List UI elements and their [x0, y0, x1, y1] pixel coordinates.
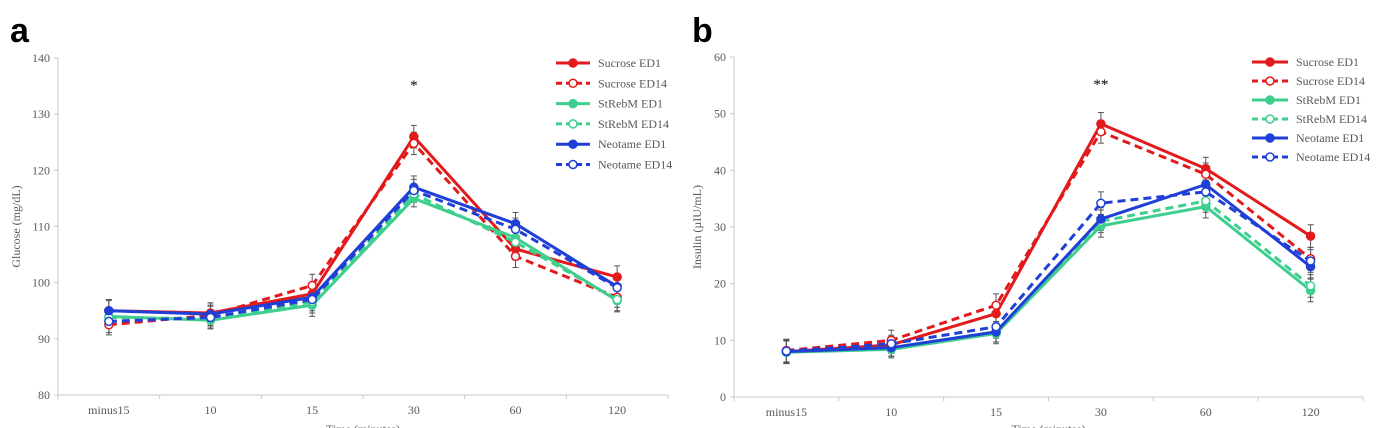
- y-tick-label: 130: [32, 107, 50, 121]
- x-tick-label: 30: [408, 403, 420, 417]
- legend-marker-sucrose-ed1: [1265, 57, 1275, 67]
- neotame-ed1-point: [1096, 214, 1106, 224]
- sucrose-ed14-point: [991, 300, 1001, 310]
- panel-letter-b: b: [692, 12, 713, 50]
- x-tick-label: 15: [990, 405, 1002, 419]
- x-axis-label: Time (minutes): [1012, 422, 1086, 428]
- legend-label-neotame-ed1: Neotame ED1: [598, 137, 666, 151]
- sucrose-ed14-point: [307, 280, 317, 291]
- legend-label-strebm-ed1: StRebM ED1: [598, 97, 663, 111]
- x-tick-label: 120: [1302, 405, 1320, 419]
- y-tick-label: 30: [714, 220, 726, 234]
- sucrose-ed1-point: [1305, 231, 1316, 241]
- x-tick-label: 10: [885, 405, 897, 419]
- strebm-ed14-point: [1201, 196, 1211, 206]
- y-tick-label: 10: [714, 333, 726, 347]
- glucose-chart: 80 90 100 110 120 130 140 minus15 10 15 30 60 120 Glu…: [9, 51, 672, 428]
- panel-letter-a: a: [10, 12, 29, 50]
- sucrose-ed14-line: [786, 130, 1312, 353]
- y-tick-label: 0: [720, 390, 726, 404]
- strebm-ed1-line: [786, 205, 1312, 354]
- neotame-ed14-point: [104, 316, 114, 327]
- y-tick-label: 80: [38, 388, 50, 402]
- sucrose-ed1-point: [991, 308, 1001, 319]
- sucrose-ed14-point: [510, 251, 521, 262]
- legend-marker-neotame-ed1: [568, 139, 578, 149]
- sucrose-ed1-point: [612, 272, 622, 282]
- insulin-chart: 0 10 20 30 40 50 60 minus15 10 15 30 60 120 Insulin (…: [690, 50, 1370, 428]
- neotame-ed1-line: [786, 183, 1312, 354]
- x-tick-label: 15: [306, 403, 318, 417]
- x-axis-label: Time (minutes): [326, 422, 400, 428]
- neotame-ed14-point: [886, 338, 896, 349]
- neotame-ed14-point: [991, 321, 1001, 332]
- y-tick-label: 110: [32, 220, 50, 234]
- neotame-ed1-line: [108, 185, 618, 316]
- neotame-ed14-point: [781, 346, 792, 356]
- significance-marker: **: [1093, 77, 1108, 93]
- y-tick-label: 20: [714, 277, 726, 291]
- sucrose-ed1-line: [108, 135, 618, 315]
- legend-label-neotame-ed14: Neotame ED14: [1296, 150, 1370, 164]
- strebm-ed14-point: [510, 237, 521, 247]
- neotame-ed14-point: [307, 294, 317, 305]
- neotame-ed14-point: [510, 224, 521, 235]
- legend-marker-strebm-ed14: [568, 119, 578, 129]
- legend-marker-sucrose-ed1: [568, 58, 578, 68]
- neotame-ed14-point: [1096, 198, 1106, 208]
- legend-label-strebm-ed14: StRebM ED14: [598, 117, 669, 131]
- sucrose-ed1-line: [786, 122, 1312, 354]
- significance-marker: *: [410, 78, 418, 94]
- legend-marker-sucrose-ed14: [568, 78, 578, 89]
- strebm-ed14-point: [1305, 281, 1316, 291]
- legend-marker-neotame-ed1: [1265, 133, 1275, 143]
- legend-label-sucrose-ed1: Sucrose ED1: [598, 56, 661, 70]
- x-tick-label: minus15: [766, 405, 807, 419]
- legend-label-strebm-ed1: StRebM ED1: [1296, 93, 1361, 107]
- y-tick-label: 50: [714, 107, 726, 121]
- legend-marker-neotame-ed14: [1265, 152, 1275, 162]
- legend-marker-neotame-ed14: [568, 159, 578, 170]
- insulin-chart-panel: b 0 10 20 30 40 50 60 minus15 10 15 30 60 120 Insulin…: [690, 0, 1383, 428]
- legend-marker-strebm-ed14: [1265, 114, 1275, 124]
- y-tick-label: 100: [32, 276, 50, 290]
- y-tick-label: 120: [32, 163, 50, 177]
- neotame-ed14-line: [108, 189, 618, 323]
- neotame-ed14-point: [409, 185, 419, 196]
- y-axis-label: Glucose (mg/dL): [9, 185, 23, 267]
- legend-label-sucrose-ed1: Sucrose ED1: [1296, 55, 1359, 69]
- x-tick-label: 60: [1200, 405, 1212, 419]
- legend-label-sucrose-ed14: Sucrose ED14: [1296, 74, 1365, 88]
- x-tick-label: 10: [205, 403, 217, 417]
- legend-marker-strebm-ed1: [568, 98, 578, 109]
- y-tick-label: 40: [714, 163, 726, 177]
- x-tick-label: 120: [608, 403, 626, 417]
- legend-marker-strebm-ed1: [1265, 95, 1275, 105]
- neotame-ed14-point: [1305, 256, 1316, 266]
- y-tick-label: 60: [714, 50, 726, 64]
- legend-label-neotame-ed1: Neotame ED1: [1296, 131, 1364, 145]
- sucrose-ed14-point: [1201, 169, 1211, 180]
- x-tick-label: 30: [1095, 405, 1107, 419]
- neotame-ed14-line: [786, 190, 1312, 353]
- sucrose-ed14-point: [409, 138, 419, 149]
- legend-label-neotame-ed14: Neotame ED14: [598, 158, 672, 172]
- sucrose-ed14-line: [108, 141, 618, 327]
- legend-marker-sucrose-ed14: [1265, 76, 1275, 86]
- neotame-ed14-point: [205, 312, 216, 323]
- glucose-chart-panel: a 80 90 100 110 120 130 140 minus15 10 15 30 60 120 G…: [0, 0, 690, 428]
- legend-label-sucrose-ed14: Sucrose ED14: [598, 76, 667, 90]
- y-axis-label: Insulin (µIU/mL): [690, 185, 704, 269]
- strebm-ed14-point: [612, 294, 622, 305]
- x-tick-label: minus15: [88, 403, 129, 417]
- neotame-ed1-point: [104, 306, 114, 316]
- sucrose-ed14-point: [1096, 127, 1106, 137]
- neotame-ed14-point: [1201, 187, 1211, 197]
- legend-label-strebm-ed14: StRebM ED14: [1296, 112, 1367, 126]
- neotame-ed14-point: [612, 282, 622, 293]
- y-tick-label: 140: [32, 51, 50, 65]
- y-tick-label: 90: [38, 332, 50, 346]
- x-tick-label: 60: [510, 403, 522, 417]
- sucrose-ed1-point: [1096, 119, 1106, 129]
